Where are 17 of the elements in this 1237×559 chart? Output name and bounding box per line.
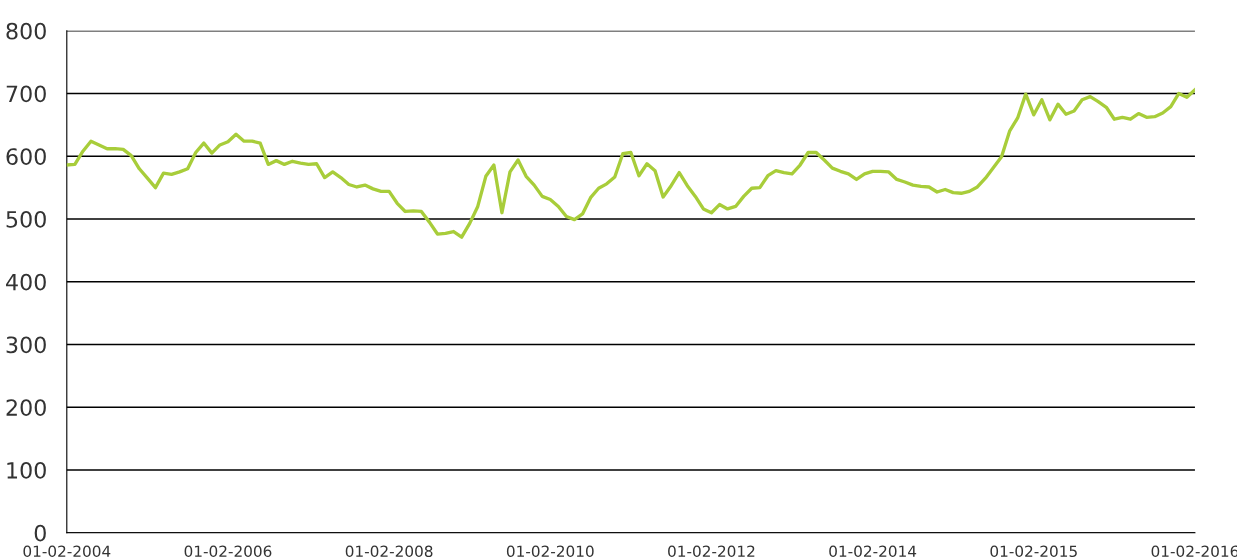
x-tick-label: 01-02-2015 — [990, 545, 1077, 558]
y-tick-label: 100 — [7, 461, 46, 479]
x-tick-label: 01-02-2004 — [23, 545, 111, 558]
x-tick-label: 01-02-2012 — [668, 545, 755, 558]
y-tick-label: 600 — [6, 148, 46, 165]
y-tick-label: 200 — [6, 399, 46, 416]
y-tick-label: 800 — [6, 22, 46, 40]
y-tick-label: 300 — [6, 336, 46, 354]
y-tick-label: 400 — [6, 273, 46, 291]
line-series — [66, 88, 1195, 239]
y-tick-label: 700 — [6, 85, 46, 103]
x-tick-label: 01-02-2006 — [184, 545, 272, 558]
x-tick-label: 01-02-2010 — [506, 545, 594, 558]
y-tick-label: 0 — [34, 524, 46, 542]
y-tick-label: 500 — [6, 210, 46, 228]
x-tick-label: 01-02-2014 — [829, 545, 917, 558]
x-tick-label: 01-02-2008 — [345, 545, 433, 558]
